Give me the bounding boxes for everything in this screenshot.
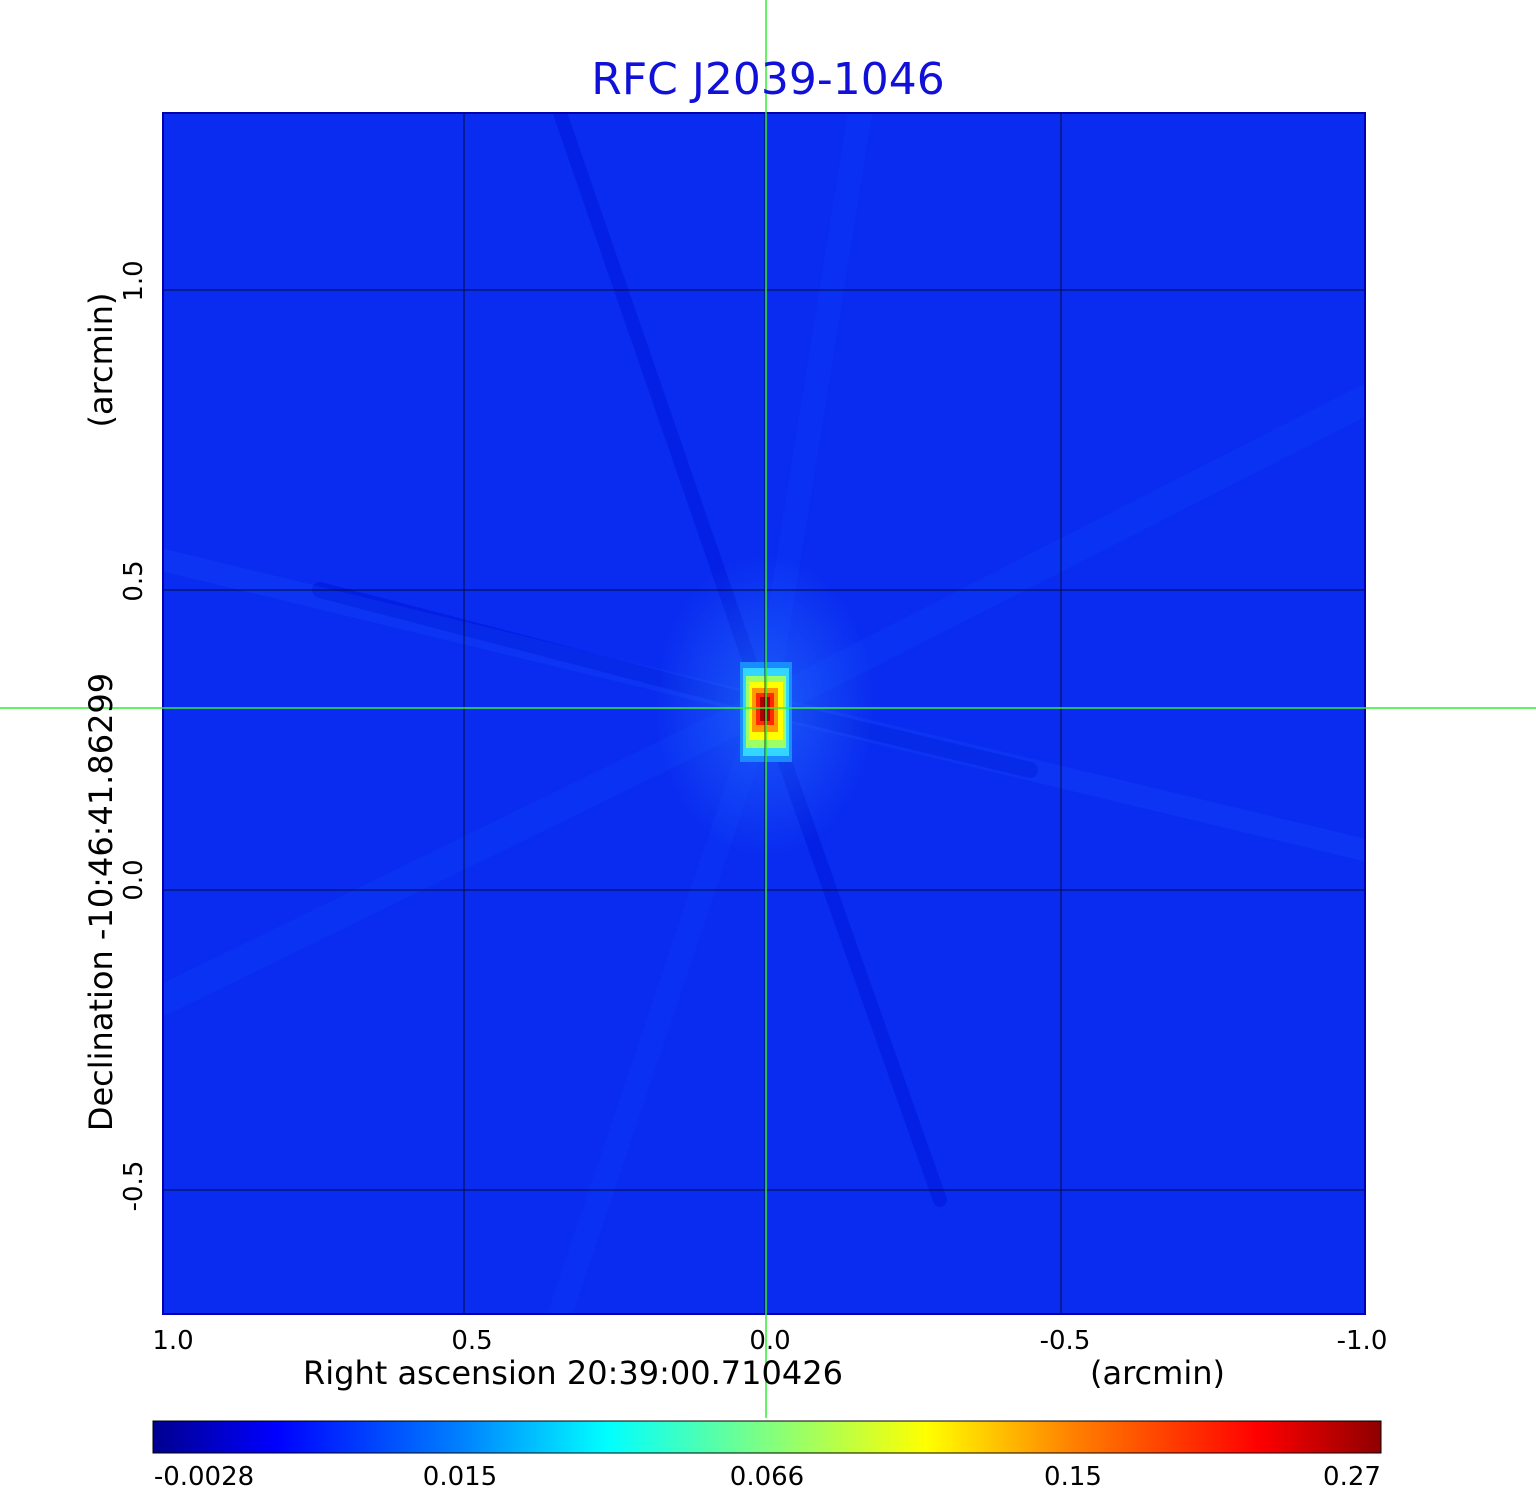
- y-tick-label: 1.0: [119, 260, 149, 302]
- chart-title: RFC J2039-1046: [591, 54, 945, 105]
- y-tick-label: 0.0: [119, 859, 149, 901]
- x-tick-label: 0.5: [451, 1326, 493, 1356]
- y-tick-label: -0.5: [119, 1160, 149, 1212]
- colorbar-tick-label: 0.15: [1044, 1462, 1102, 1492]
- colorbar: [152, 1420, 1382, 1454]
- grid: [163, 113, 1365, 1314]
- y-axis-unit: (arcmin): [82, 292, 120, 428]
- x-axis-label: Right ascension 20:39:00.710426: [303, 1354, 843, 1392]
- y-axis-label: Declination -10:46:41.86299: [82, 672, 120, 1132]
- x-axis-unit: (arcmin): [1090, 1354, 1225, 1392]
- x-tick-label: 1.0: [152, 1326, 194, 1356]
- image-border: [162, 112, 1366, 1315]
- colorbar-tick-label: -0.0028: [153, 1462, 255, 1492]
- colorbar-tick-label: 0.015: [422, 1462, 498, 1492]
- x-tick-label: 0.0: [749, 1326, 791, 1356]
- y-tick-label: 0.5: [119, 560, 149, 602]
- x-tick-label: -1.0: [1336, 1326, 1388, 1356]
- x-tick-label: -0.5: [1039, 1326, 1091, 1356]
- colorbar-tick-label: 0.066: [729, 1462, 805, 1492]
- colorbar-tick-label: 0.27: [1323, 1462, 1381, 1492]
